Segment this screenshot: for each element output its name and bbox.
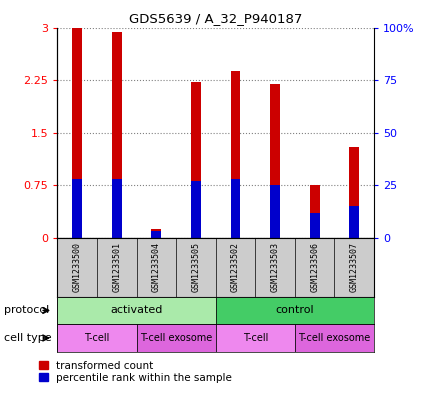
Text: control: control: [275, 305, 314, 316]
Bar: [310, 213, 320, 238]
Text: GSM1233502: GSM1233502: [231, 242, 240, 292]
Text: GSM1233503: GSM1233503: [271, 242, 280, 292]
Bar: [72, 28, 82, 238]
Bar: [191, 82, 201, 238]
Bar: [270, 84, 280, 238]
Text: GSM1233506: GSM1233506: [310, 242, 319, 292]
Bar: [215, 324, 295, 352]
Bar: [191, 181, 201, 238]
Text: GSM1233507: GSM1233507: [350, 242, 359, 292]
Text: T-cell exosome: T-cell exosome: [298, 333, 371, 343]
Bar: [310, 185, 320, 238]
Bar: [270, 185, 280, 238]
Bar: [151, 231, 161, 238]
Text: protocol: protocol: [4, 305, 49, 316]
Text: T-cell: T-cell: [243, 333, 268, 343]
Bar: [57, 324, 136, 352]
Text: cell type: cell type: [4, 333, 52, 343]
Bar: [151, 229, 161, 238]
Bar: [349, 206, 359, 238]
Text: activated: activated: [110, 305, 163, 316]
Bar: [57, 297, 215, 324]
Text: GSM1233500: GSM1233500: [73, 242, 82, 292]
Text: GSM1233504: GSM1233504: [152, 242, 161, 292]
Bar: [349, 147, 359, 238]
Bar: [112, 179, 122, 238]
Text: T-cell: T-cell: [84, 333, 110, 343]
Legend: transformed count, percentile rank within the sample: transformed count, percentile rank withi…: [39, 361, 232, 383]
Bar: [72, 179, 82, 238]
Bar: [112, 32, 122, 238]
Bar: [295, 324, 374, 352]
Text: T-cell exosome: T-cell exosome: [140, 333, 212, 343]
Title: GDS5639 / A_32_P940187: GDS5639 / A_32_P940187: [129, 12, 302, 25]
Bar: [215, 297, 374, 324]
Text: GSM1233501: GSM1233501: [112, 242, 121, 292]
Bar: [230, 179, 241, 238]
Bar: [136, 324, 215, 352]
Text: GSM1233505: GSM1233505: [191, 242, 201, 292]
Bar: [230, 71, 241, 238]
